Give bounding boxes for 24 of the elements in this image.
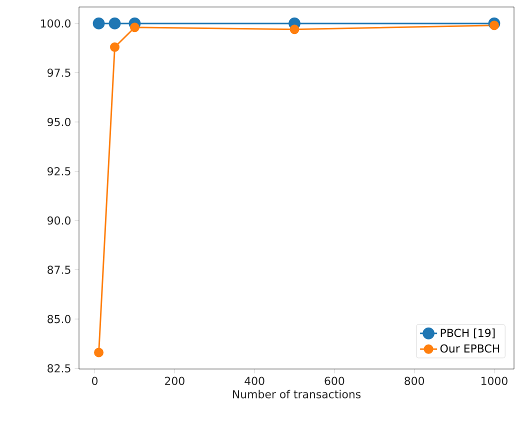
y-tick-label: 87.5 [48, 266, 70, 274]
point [130, 22, 140, 32]
point [489, 20, 499, 30]
legend-label: Our EPBCH [440, 344, 500, 353]
point [108, 18, 121, 30]
x-tick-label: 800 [404, 376, 424, 386]
y-tick-label: 92.5 [48, 167, 70, 176]
x-tick-label: 600 [324, 376, 344, 386]
y-tick-label: 97.5 [48, 68, 70, 77]
point [290, 24, 300, 34]
y-tick-label: 95.0 [48, 118, 70, 126]
x-axis-title: Number of transactions [233, 390, 361, 398]
x-tick-label: 1000 [481, 376, 508, 386]
x-tick-label: 0 [92, 376, 98, 386]
point [94, 348, 104, 358]
y-tick-label: 90.0 [48, 216, 70, 225]
y-tick-label: 85.0 [48, 314, 70, 324]
y-tick-label: 100.0 [41, 19, 70, 28]
point [110, 42, 120, 52]
y-tick-label: 82.5 [48, 364, 70, 372]
legend-label: PBCH [19] [440, 328, 495, 338]
x-tick-label: 400 [244, 376, 264, 386]
point [92, 18, 105, 30]
x-tick-label: 200 [165, 376, 184, 386]
